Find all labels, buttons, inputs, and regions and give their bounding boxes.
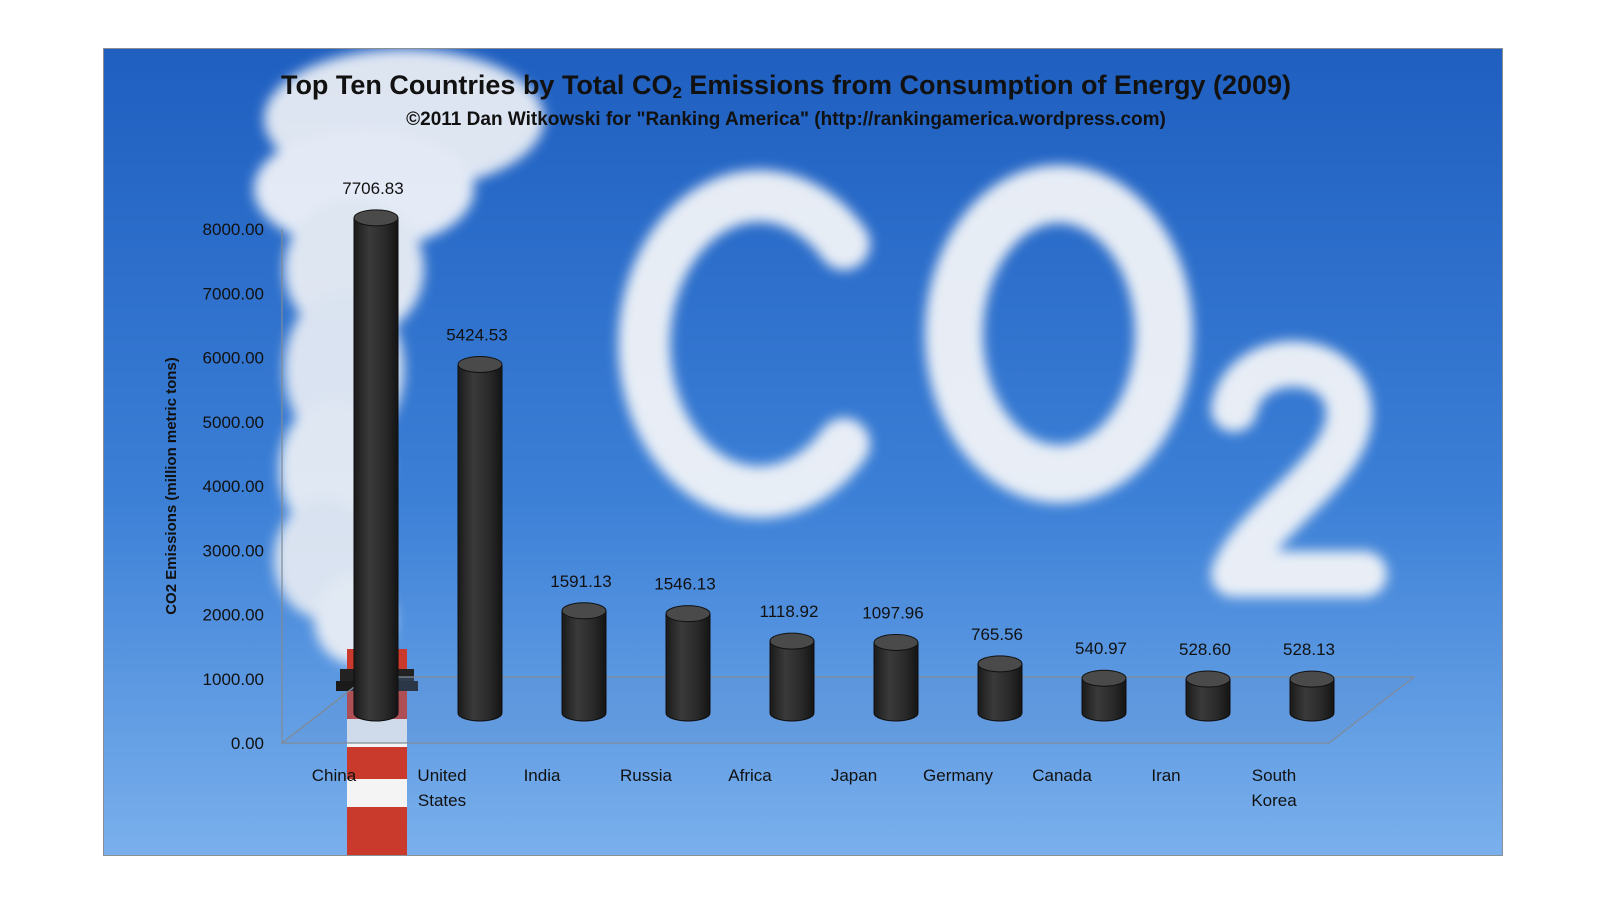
co2-cloud-lettering (618, 165, 1387, 597)
y-axis-label: CO2 Emissions (million metric tons) (163, 357, 180, 615)
bar-top (1081, 669, 1127, 687)
bar (1185, 678, 1231, 722)
co2-chart: 0.00 1000.00 2000.00 3000.00 4000.00 5000.00 6… (104, 49, 1502, 855)
y-tick-label: 8000.00 (203, 220, 264, 239)
y-tick-label: 7000.00 (203, 284, 264, 303)
value-label: 540.97 (1075, 639, 1127, 658)
bar-top (873, 633, 919, 651)
bar (769, 640, 815, 722)
bar-top (665, 605, 711, 623)
bar (457, 363, 503, 722)
category-label: Africa (728, 766, 772, 785)
bar-top (457, 355, 503, 373)
chart-frame: 0.00 1000.00 2000.00 3000.00 4000.00 5000.00 6… (103, 48, 1503, 856)
y-tick-label: 3000.00 (203, 541, 264, 560)
category-label: China (312, 766, 357, 785)
value-labels: 7706.83 5424.53 1591.13 1546.13 1118.92 1097.… (342, 179, 1335, 659)
value-label: 1097.96 (862, 603, 923, 622)
bar-top (1185, 670, 1231, 688)
bar-top (1289, 670, 1335, 688)
bar (665, 613, 711, 722)
value-label: 765.56 (971, 625, 1023, 644)
y-tick-label: 1000.00 (203, 670, 264, 689)
title-subscript: 2 (672, 83, 681, 102)
category-label: United States (417, 766, 466, 810)
y-tick-label: 0.00 (231, 734, 264, 753)
bar (1081, 677, 1127, 722)
bar-top (769, 632, 815, 650)
category-label: Russia (620, 766, 673, 785)
value-label: 1118.92 (760, 602, 819, 621)
category-label: Germany (923, 766, 993, 785)
title-rest: Emissions from Consumption of Energy (20… (682, 70, 1291, 100)
category-label: India (524, 766, 561, 785)
bar (561, 610, 607, 722)
bar (353, 217, 399, 722)
category-label: Japan (831, 766, 877, 785)
bar-series (353, 209, 1335, 722)
bar (977, 663, 1023, 722)
value-label: 7706.83 (342, 179, 403, 198)
value-label: 1591.13 (550, 572, 611, 591)
chart-subtitle: ©2011 Dan Witkowski for "Ranking America… (406, 109, 1166, 130)
floor-plane (280, 676, 1416, 744)
category-label: Iran (1151, 766, 1180, 785)
y-tick-label: 5000.00 (203, 413, 264, 432)
y-tick-label: 2000.00 (203, 606, 264, 625)
y-tick-label: 4000.00 (203, 477, 264, 496)
y-tick-label: 6000.00 (203, 349, 264, 368)
bar (1289, 678, 1335, 722)
bar-top (561, 602, 607, 620)
bar-top (353, 209, 399, 227)
chart-title: Top Ten Countries by Total CO2 Emissions… (281, 70, 1291, 102)
category-labels: China United States India Russia Africa Japan G… (312, 766, 1297, 810)
title-main: Top Ten Countries by Total CO (281, 70, 673, 100)
value-label: 528.60 (1179, 640, 1231, 659)
value-label: 528.13 (1283, 640, 1335, 659)
category-label: Canada (1032, 766, 1092, 785)
bar-top (977, 655, 1023, 673)
y-tick-labels: 0.00 1000.00 2000.00 3000.00 4000.00 5000.00 6… (203, 220, 264, 753)
value-label: 1546.13 (654, 575, 715, 594)
value-label: 5424.53 (446, 325, 507, 344)
bar (873, 641, 919, 722)
category-label: South Korea (1251, 766, 1297, 810)
